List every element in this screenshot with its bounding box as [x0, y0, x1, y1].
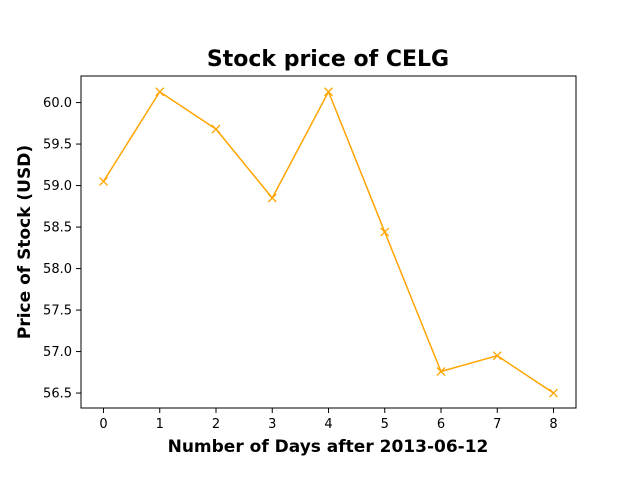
data-point-marker: [324, 87, 333, 97]
data-point-marker: [267, 193, 277, 203]
y-tick-label: 59.5: [43, 138, 72, 153]
y-tick-label: 58.5: [43, 221, 72, 236]
y-tick-label: 60.0: [43, 96, 72, 111]
data-point-marker: [436, 367, 446, 376]
y-tick-label: 59.0: [43, 179, 72, 194]
x-tick-label: 5: [381, 417, 389, 432]
x-tick-label: 3: [268, 417, 276, 432]
data-point-marker: [380, 227, 390, 237]
x-tick-label: 7: [493, 417, 501, 432]
y-tick-label: 58.0: [43, 262, 72, 277]
x-tick-label: 0: [99, 417, 107, 432]
x-axis-label: Number of Days after 2013-06-12: [168, 437, 489, 457]
x-tick-label: 2: [212, 417, 220, 432]
y-axis-label: Price of Stock (USD): [15, 145, 35, 339]
x-axis-ticks: 0 1 2 3 4 5 6 7 8: [99, 408, 558, 432]
x-tick-label: 1: [156, 417, 164, 432]
y-tick-label: 56.5: [43, 387, 72, 402]
y-axis-ticks: 56.5 57.0 57.5 58.0 58.5 59.0 59.5 60.0: [43, 96, 81, 402]
data-point-marker: [492, 351, 502, 361]
series-line: [102, 89, 554, 394]
series-layer: [99, 87, 558, 398]
x-tick-label: 6: [437, 417, 445, 432]
data-point-marker: [211, 124, 221, 134]
data-point-marker: [155, 87, 165, 97]
data-point-marker: [549, 388, 558, 398]
x-tick-label: 8: [549, 417, 557, 432]
x-tick-label: 4: [324, 417, 332, 432]
data-point-marker: [99, 176, 108, 186]
chart-title: Stock price of CELG: [207, 47, 449, 72]
y-tick-label: 57.0: [43, 345, 72, 360]
y-tick-label: 57.5: [43, 304, 72, 319]
